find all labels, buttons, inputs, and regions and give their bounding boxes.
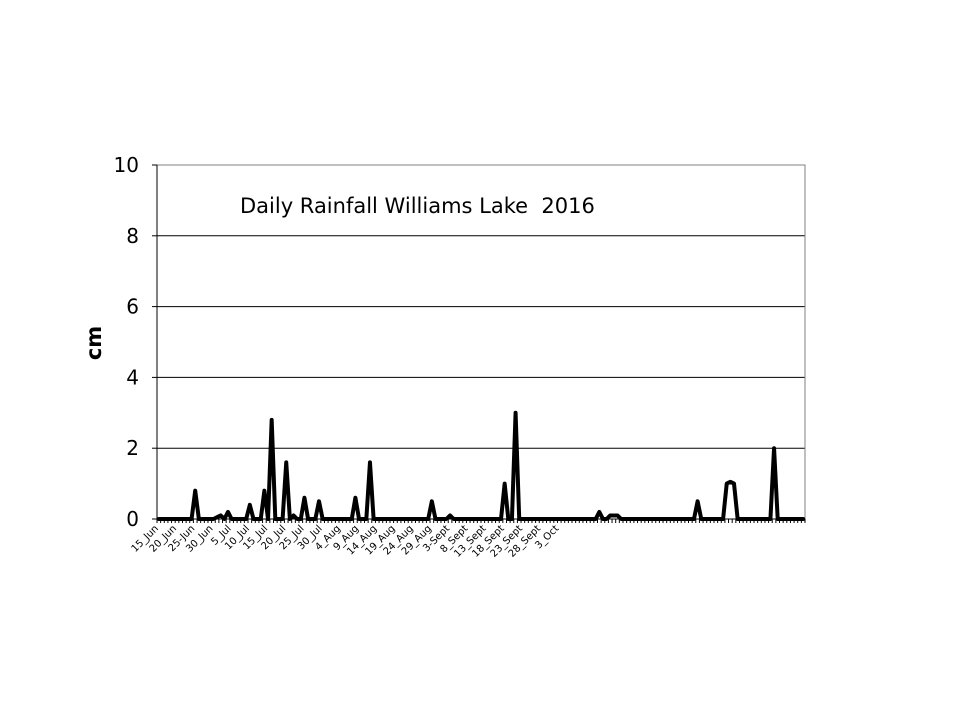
data-point [193,489,197,493]
rainfall-series-line [156,410,806,521]
data-point [270,418,274,422]
gridlines [157,235,805,449]
y-tick-label: 8 [126,224,139,248]
data-point [317,500,321,504]
data-point [284,461,288,465]
y-tick-label: 0 [126,507,139,531]
y-axis-ticks: 0 2 4 6 8 10 [114,153,157,531]
data-point [514,411,518,415]
y-tick-label: 2 [126,436,139,460]
y-tick-label: 10 [114,153,139,177]
data-point [303,496,307,500]
data-point [772,446,776,450]
data-point [219,514,223,518]
data-point [612,514,616,518]
plot-area-frame [156,164,806,520]
data-point [448,514,452,518]
data-point [503,482,507,486]
y-tick-label: 6 [126,295,139,319]
data-point [696,500,700,504]
data-point [354,496,358,500]
data-point [725,482,729,486]
data-point [608,514,612,518]
y-tick-label: 4 [126,365,139,389]
data-point [226,510,230,514]
data-point [732,482,736,486]
x-axis-ticks: 15_Jun20_Jun25-Jun30_Jun5_Jul10_Jul15_Ju… [130,519,806,560]
data-point [598,510,602,514]
chart-title: Daily Rainfall Williams Lake 2016 [240,194,595,218]
data-point [729,480,733,484]
y-axis-label: cm [82,326,106,360]
data-point [263,489,267,493]
data-point [430,500,434,504]
data-point [248,503,252,507]
data-point [368,461,372,465]
data-point [616,514,620,518]
data-point [292,514,296,518]
data-point [215,515,219,519]
series-layer [156,410,806,521]
